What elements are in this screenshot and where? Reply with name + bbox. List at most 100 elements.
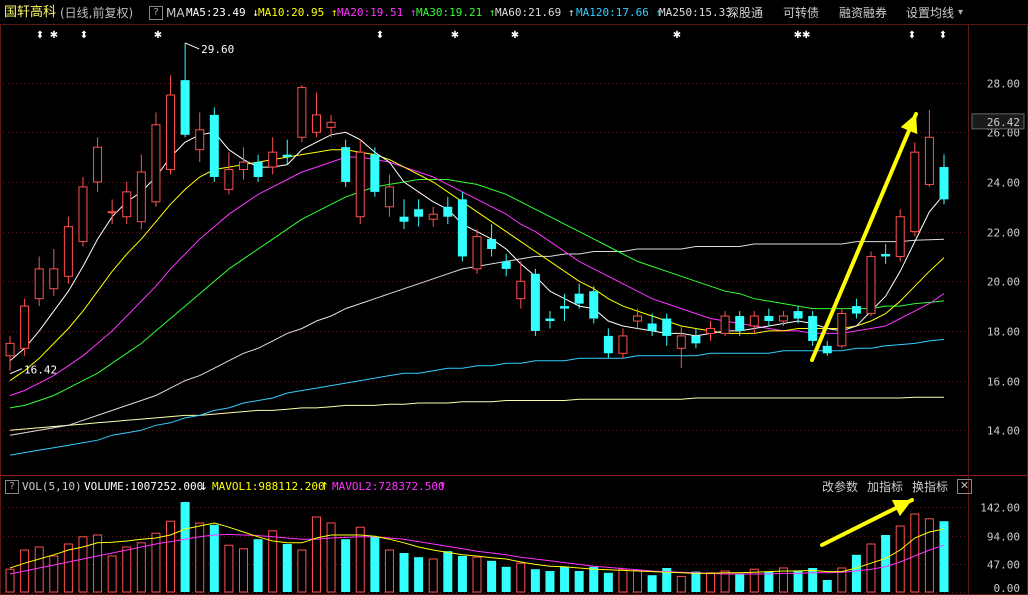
candle-body-down [647, 323, 657, 331]
candle-body-up [778, 315, 788, 322]
candle-body-up [895, 216, 905, 257]
candle-body-up [136, 171, 146, 223]
ma-legend-item: MA10:20.95 ↑ [258, 6, 338, 19]
candle-body-up [34, 268, 44, 300]
candle-body-up [5, 342, 15, 357]
candle-body-down [443, 206, 453, 217]
volume-bar-down [662, 568, 672, 592]
change-params-button[interactable]: 改参数 [822, 480, 859, 494]
volume-bar-up [749, 568, 759, 593]
volume-bar-down [414, 557, 424, 592]
volume-bar-up [895, 525, 905, 593]
candle-body-down [881, 253, 891, 257]
candle-body-down [399, 216, 409, 222]
trend-arrow-volume-head [891, 500, 912, 517]
candle-body-up [618, 335, 628, 354]
candle-body-up [224, 169, 234, 190]
candle-body-up [326, 121, 336, 128]
switch-indicator-button[interactable]: 换指标 [912, 480, 949, 494]
help-icon[interactable]: ? [149, 6, 163, 20]
candle-body-up [866, 255, 876, 315]
volume-help-icon[interactable]: ? [5, 480, 19, 494]
volume-bar-up [516, 562, 526, 593]
candle-body-down [414, 209, 424, 217]
volume-bar-up [355, 526, 365, 593]
candle-body-down [603, 335, 613, 354]
volume-bar-down [735, 574, 745, 592]
volume-bar-down [530, 569, 540, 592]
volume-bar-down [399, 553, 409, 592]
candle-body-down [370, 154, 380, 192]
ma-settings-button[interactable]: 设置均线 [906, 6, 955, 20]
volume-bar-up [676, 575, 686, 593]
candle-body-up [93, 146, 103, 183]
mavol1-value: MAVOL1:988112.200 [212, 480, 325, 493]
event-marker-icon: ⬍ [376, 30, 384, 41]
price-tick-label: 22.00 [987, 227, 1020, 240]
candle-body-up [20, 305, 30, 349]
volume-bar-up [49, 555, 59, 593]
volume-bar-down [764, 571, 774, 592]
event-marker-icon: ⬍ [939, 30, 947, 41]
candle-body-down [793, 311, 803, 319]
ma-legend-item: MA30:19.21 ↑ [416, 6, 496, 19]
candle-body-down [851, 306, 861, 314]
chevron-down-icon[interactable]: ▾ [958, 7, 964, 18]
ma-legend-item: MA5:23.49 ↓ [186, 6, 259, 19]
candle-body-up [239, 161, 248, 171]
candle-body-down [253, 162, 263, 177]
price-tick-label: 14.00 [987, 425, 1020, 438]
volume-bar-down [589, 566, 599, 592]
candle-body-down [209, 114, 219, 177]
mavol1-arrow: ↑ [320, 480, 330, 493]
mavol2-line [9, 533, 945, 575]
candle-body-up [297, 87, 307, 138]
event-marker-icon: ✱ [451, 30, 459, 41]
candle-body-down [457, 199, 467, 257]
candle-body-down [808, 316, 818, 341]
volume-bar-down [282, 544, 292, 592]
margin-trading-button[interactable]: 融资融券 [839, 6, 888, 20]
volume-bar-down [851, 554, 861, 592]
candle-body-down [735, 316, 745, 331]
ma-legend-item: MA60:21.69 ↑ [495, 6, 575, 19]
close-icon[interactable]: ✕ [957, 479, 972, 494]
price-tick-label: 28.00 [987, 78, 1020, 91]
price-tick-label: 24.00 [987, 177, 1020, 190]
candle-body-down [530, 273, 540, 331]
ma-legend-item: MA120:17.66 ↑ [576, 6, 663, 19]
candle-body-up [78, 186, 88, 243]
volume-bar-up [326, 522, 336, 593]
convertible-bond-button[interactable]: 可转债 [783, 6, 820, 20]
volume-bar-up [618, 568, 628, 593]
candle-body-up [63, 226, 73, 277]
event-marker-icon: ⬍ [36, 30, 44, 41]
candle-body-down [691, 335, 701, 344]
volume-tick-label: 94.00 [987, 531, 1020, 544]
ma-legend-item: MA20:19.51 ↑ [337, 6, 417, 19]
trend-arrow-volume [820, 498, 914, 547]
candle-body-down [501, 261, 511, 269]
trend-arrow-price-head [900, 114, 918, 135]
candle-body-up [384, 186, 394, 208]
event-marker-icon: ✱✱ [794, 30, 811, 41]
candle-body-up [720, 315, 730, 334]
add-indicator-button[interactable]: 加指标 [867, 480, 904, 494]
hk-connect-button[interactable]: 深股通 [727, 6, 764, 20]
volume-bar-up [195, 522, 205, 593]
candle-body-up [676, 335, 686, 349]
volume-bar-up [151, 532, 161, 593]
ma20-line [9, 156, 945, 396]
volume-tick-label: 0.00 [994, 582, 1021, 595]
event-marker-icon: ⬍ [908, 30, 916, 41]
ma10-line [9, 149, 945, 382]
candle-body-up [472, 236, 482, 270]
volume-bar-up [633, 569, 643, 593]
volume-bar-up [239, 548, 248, 593]
candle-body-up [706, 327, 715, 334]
main-chart-header: 国轩高科 (日线,前复权) ? MA MA5:23.49 ↓ MA10:20.95… [0, 0, 1028, 24]
ma-legend-item: MA250:15.33 [659, 6, 732, 19]
volume-bar-down [881, 535, 891, 592]
